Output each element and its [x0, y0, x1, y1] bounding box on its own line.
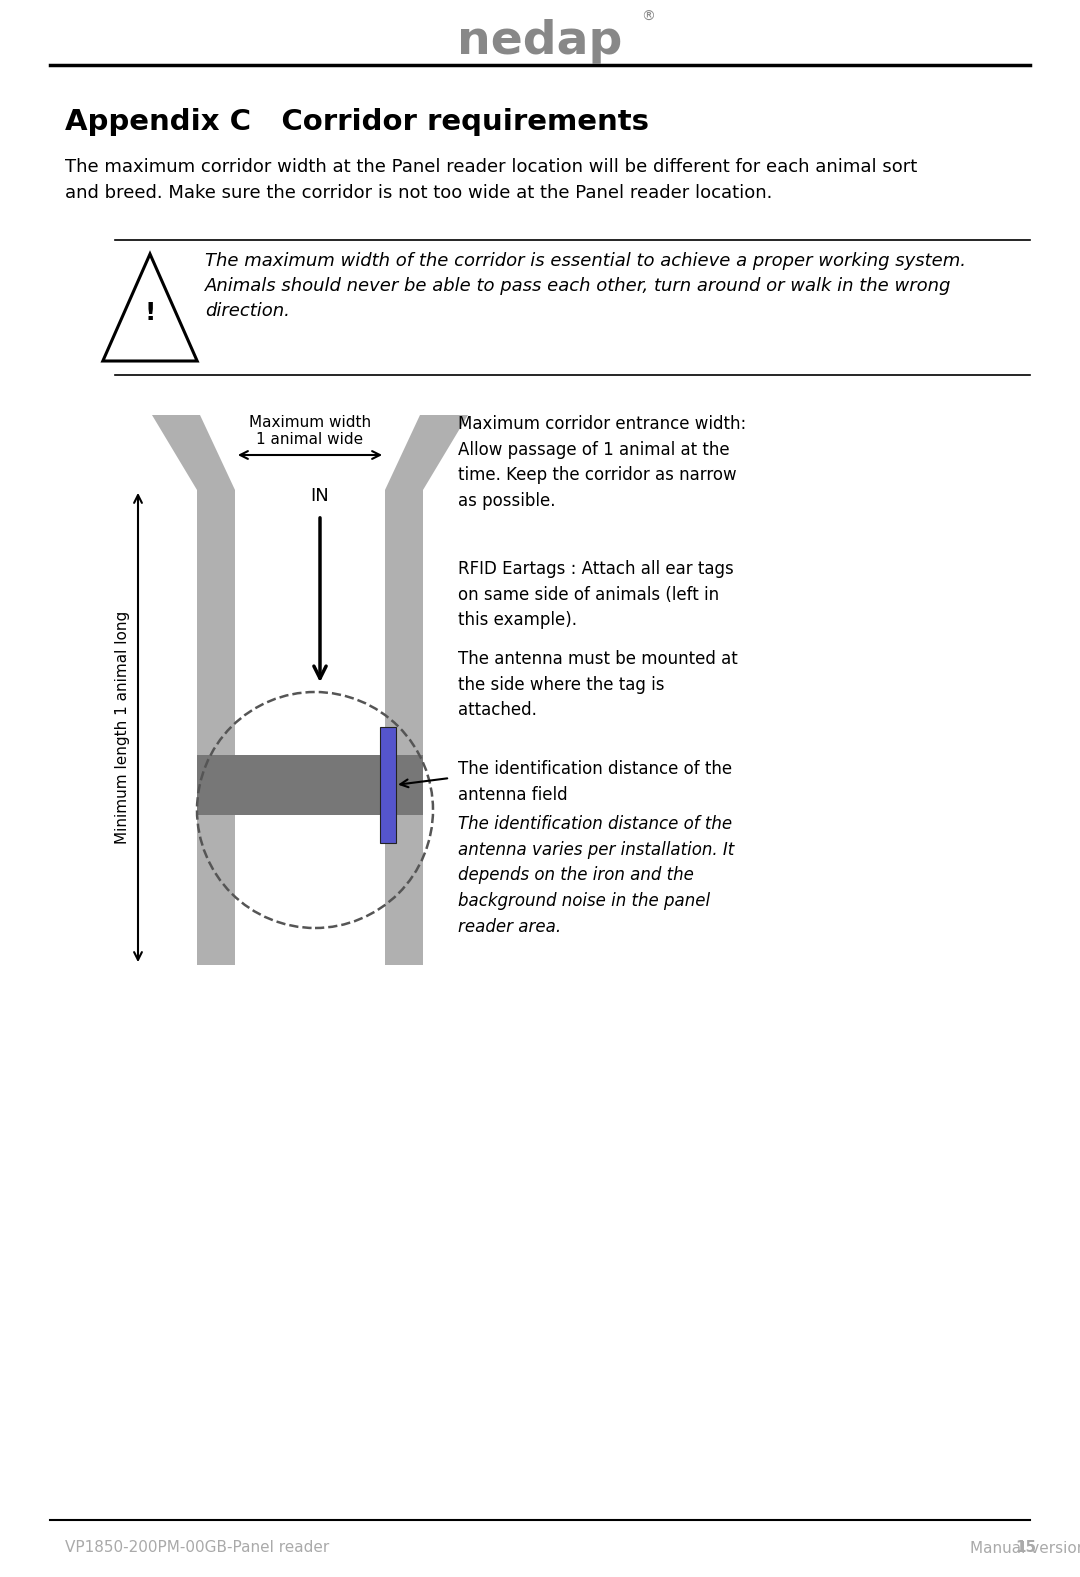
Text: The antenna must be mounted at
the side where the tag is
attached.: The antenna must be mounted at the side … — [458, 650, 738, 719]
Text: The maximum corridor width at the Panel reader location will be different for ea: The maximum corridor width at the Panel … — [65, 158, 917, 202]
Text: IN: IN — [311, 487, 329, 505]
Text: !: ! — [145, 301, 156, 325]
Text: Minimum length 1 animal long: Minimum length 1 animal long — [114, 610, 130, 844]
Text: Manual version 1.2 / Page: Manual version 1.2 / Page — [970, 1541, 1080, 1555]
Bar — [380, 727, 396, 844]
Bar — [197, 755, 423, 815]
Text: RFID Eartags : Attach all ear tags
on same side of animals (left in
this example: RFID Eartags : Attach all ear tags on sa… — [458, 560, 733, 629]
Bar — [197, 490, 235, 965]
Text: Maximum width
1 animal wide: Maximum width 1 animal wide — [248, 415, 372, 446]
Text: Maximum corridor entrance width:
Allow passage of 1 animal at the
time. Keep the: Maximum corridor entrance width: Allow p… — [458, 415, 746, 509]
Text: Appendix C   Corridor requirements: Appendix C Corridor requirements — [65, 107, 649, 136]
Polygon shape — [384, 415, 468, 490]
Text: 15: 15 — [1015, 1541, 1036, 1555]
Text: nedap: nedap — [457, 19, 623, 65]
Bar — [384, 490, 423, 965]
Text: ®: ® — [642, 9, 654, 24]
Text: VP1850-200PM-00GB-Panel reader: VP1850-200PM-00GB-Panel reader — [65, 1541, 329, 1555]
Text: The identification distance of the
antenna field: The identification distance of the anten… — [458, 760, 732, 804]
Polygon shape — [152, 415, 235, 490]
Text: The maximum width of the corridor is essential to achieve a proper working syste: The maximum width of the corridor is ess… — [205, 252, 966, 320]
Text: The identification distance of the
antenna varies per installation. It
depends o: The identification distance of the anten… — [458, 815, 734, 935]
